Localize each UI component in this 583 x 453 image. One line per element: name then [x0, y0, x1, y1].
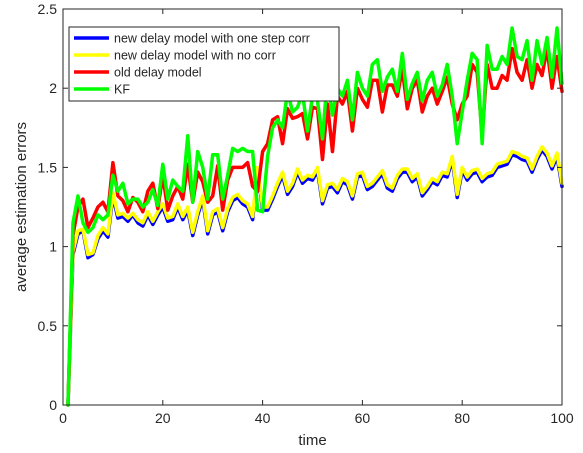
- x-axis-label: time: [298, 432, 326, 449]
- legend: new delay model with one step corr new de…: [68, 26, 340, 102]
- legend-label-4: KF: [114, 83, 130, 97]
- y-tick-label: 1: [49, 239, 57, 255]
- x-tick-label: 60: [355, 410, 371, 426]
- x-tick-label: 20: [155, 410, 171, 426]
- axes: 0 20 40 60 80 100 0 0.5 1 1.5 2 2.5: [38, 1, 574, 426]
- y-tick-label: 2: [49, 80, 57, 96]
- legend-label-3: old delay model: [114, 66, 202, 80]
- legend-label-2: new delay model with no corr: [114, 49, 276, 63]
- x-tick-label: 0: [59, 410, 67, 426]
- y-tick-label: 0: [49, 397, 57, 413]
- x-tick-label: 40: [255, 410, 271, 426]
- series-line-2: [66, 145, 564, 407]
- y-axis-label: average estimation errors: [13, 122, 30, 292]
- legend-box: [68, 26, 340, 102]
- y-tick-label: 1.5: [38, 159, 58, 175]
- y-tick-label: 2.5: [38, 1, 58, 17]
- x-tick-label: 80: [454, 410, 470, 426]
- x-tick-label: 100: [550, 410, 574, 426]
- legend-label-1: new delay model with one step corr: [114, 32, 310, 46]
- plot-frame: [62, 8, 563, 406]
- y-tick-label: 0.5: [38, 318, 58, 334]
